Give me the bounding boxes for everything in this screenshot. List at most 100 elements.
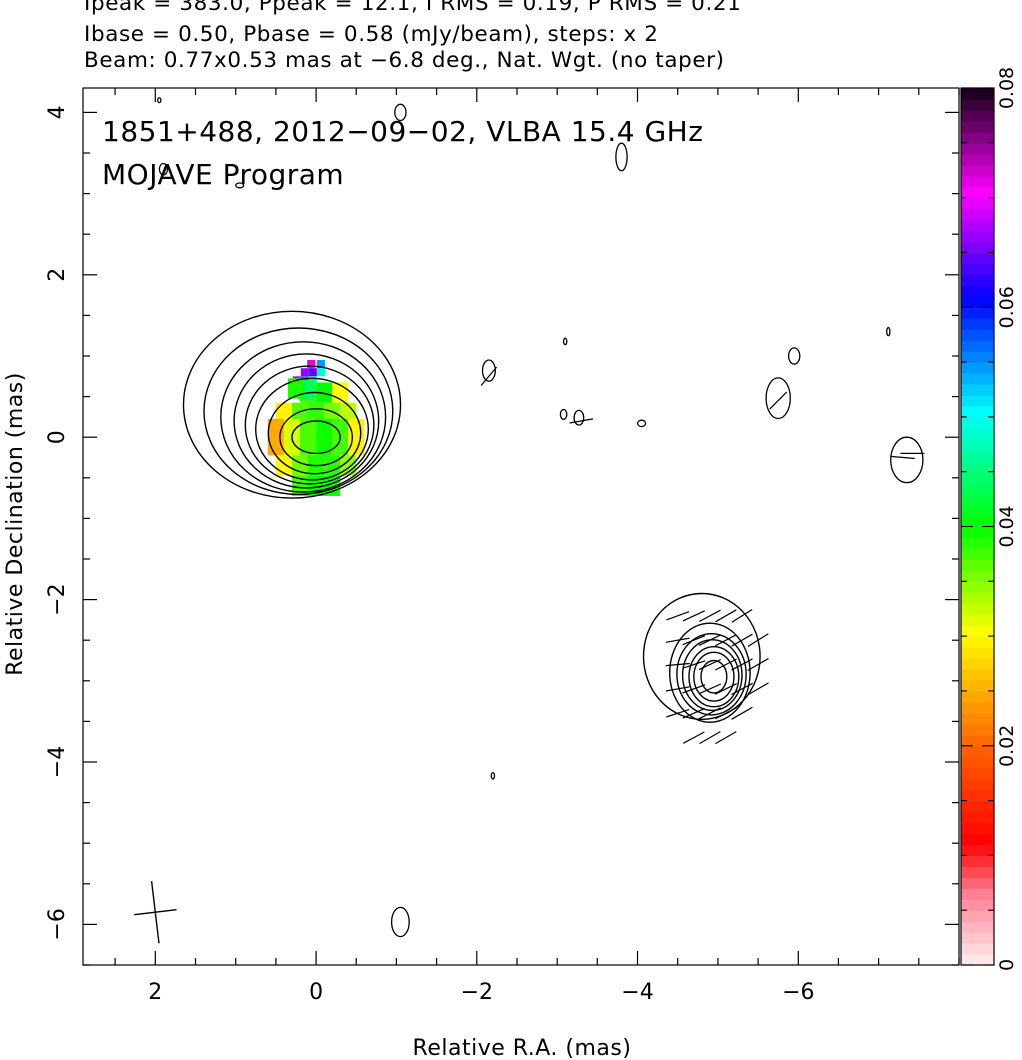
noise-contour (394, 103, 407, 122)
noise-contour (490, 771, 496, 780)
colorbar-segment (961, 888, 994, 900)
colorbar-segment (961, 482, 994, 495)
colorbar-segment (961, 373, 994, 385)
colorbar-segment (961, 932, 994, 944)
evpa-tick (682, 635, 706, 646)
y-tick-label: −2 (45, 583, 70, 615)
core-contour (233, 353, 380, 489)
polarization-pixel (340, 402, 357, 423)
colorbar-segment (961, 789, 994, 802)
noise-contour (157, 97, 162, 104)
colorbar-segment (961, 822, 994, 835)
colorbar-segment (961, 263, 994, 275)
colorbar-segment (961, 416, 994, 429)
jet-component-contour (693, 651, 735, 702)
colorbar-segment (961, 208, 994, 221)
colorbar-segment (961, 877, 994, 889)
colorbar-segment (961, 164, 994, 177)
colorbar-segment (961, 921, 994, 933)
polarization-pixel (300, 418, 317, 440)
polarization-pixel (316, 382, 333, 403)
colorbar-segment (961, 142, 994, 155)
noise-contour (886, 326, 891, 337)
colorbar-segment (961, 98, 994, 111)
core-contour (254, 377, 369, 481)
evpa-tick (715, 707, 737, 720)
colorbar-segment (961, 679, 994, 692)
evpa-tick (747, 633, 769, 648)
colorbar-segment (961, 866, 994, 878)
polarization-pixel (283, 418, 300, 440)
polarization-pixel (316, 368, 325, 377)
core-contour (203, 327, 394, 496)
polarization-pixel (324, 475, 341, 496)
evpa-tick (698, 634, 721, 646)
evpa-tick (769, 391, 788, 410)
colorbar-segment (961, 592, 994, 604)
colorbar-segment (961, 636, 994, 648)
plot-frame (82, 87, 960, 966)
colorbar-segment (961, 943, 994, 955)
colorbar-segment (961, 493, 994, 506)
colorbar-segment (961, 570, 994, 582)
evpa-tick (569, 418, 594, 424)
colorbar-segment (961, 701, 994, 714)
colorbar-segment (961, 471, 994, 484)
y-axis-label: Relative Declination (mas) (3, 372, 28, 676)
polarization-pixel (275, 402, 292, 423)
colorbar-segment (961, 329, 994, 341)
colorbar-segment (961, 581, 994, 593)
evpa-tick (666, 611, 690, 621)
colorbar-segment (961, 690, 994, 703)
colorbar-segment (961, 449, 994, 462)
colorbar-segment (961, 252, 994, 264)
colorbar: 0 0.02 0.04 0.06 0.08 (960, 67, 1018, 971)
colorbar-segment (961, 614, 994, 626)
evpa-tick (747, 682, 769, 696)
colorbar-segment (961, 296, 994, 308)
polarization-pixel (332, 418, 349, 440)
evpa-tick (665, 686, 690, 692)
jet-component-contour (676, 633, 747, 716)
y-tick-label: 4 (45, 105, 70, 119)
x-tick-label: 0 (309, 980, 323, 1005)
noise-contour (559, 408, 568, 420)
polarization-pixel (283, 435, 300, 456)
colorbar-segment (961, 405, 994, 418)
colorbar-segment (961, 625, 994, 637)
noise-contour (481, 359, 496, 382)
colorbar-segment (961, 340, 994, 352)
colorbar-segment (961, 131, 994, 144)
colorbar-segment (961, 734, 994, 747)
evpa-tick (731, 706, 753, 720)
core-contour (291, 420, 341, 455)
colorbar-segment (961, 800, 994, 813)
core-contour (267, 391, 362, 475)
colorbar-segment (961, 109, 994, 122)
evpa-tick (682, 731, 705, 744)
jet-component-contour (700, 659, 728, 694)
noise-contours (157, 97, 924, 938)
evpa-tick (698, 707, 721, 720)
colorbar-segment (961, 559, 994, 571)
colorbar-segment (961, 307, 994, 319)
jet-component-contour (669, 622, 751, 723)
evpa-tick (714, 658, 737, 671)
evpa-tick (890, 455, 915, 460)
colorbar-segment (961, 120, 994, 133)
colorbar-segment (961, 954, 994, 966)
evpa-tick (665, 662, 690, 667)
header-line-2: Ibase = 0.50, Pbase = 0.58 (mJy/beam), s… (84, 22, 659, 47)
colorbar-segment (961, 756, 994, 769)
jet-component-contour (688, 646, 740, 708)
colorbar-segment (961, 910, 994, 922)
jet-component-contour (681, 639, 743, 712)
core-contour (182, 310, 402, 499)
evpa-tick (715, 609, 737, 623)
colorbar-segment (961, 274, 994, 286)
colorbar-segment (961, 438, 994, 451)
noise-contour (765, 377, 791, 420)
x-tick-label: 2 (148, 980, 162, 1005)
y-tick-label: −4 (45, 746, 70, 778)
evpa-tick (698, 683, 722, 695)
